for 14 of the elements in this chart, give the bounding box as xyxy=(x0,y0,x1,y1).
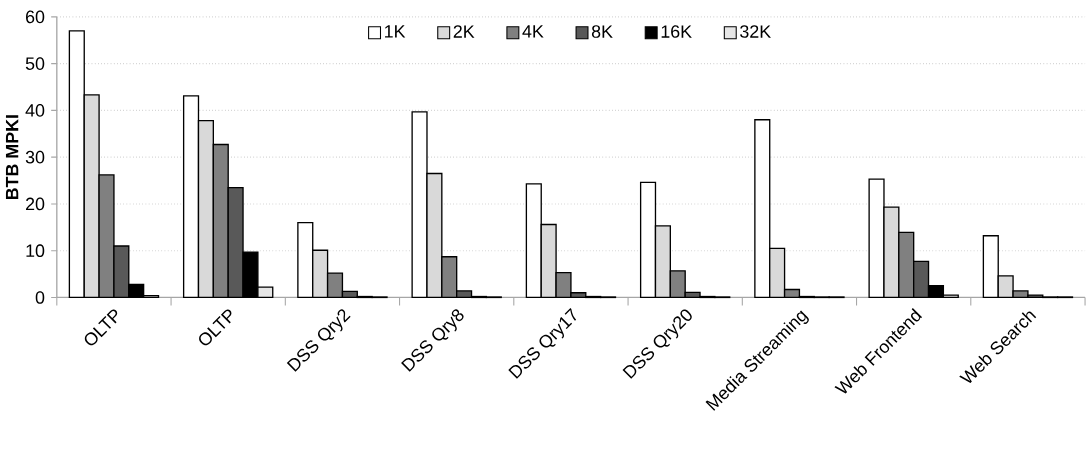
y-tick-label: 20 xyxy=(26,197,45,211)
y-tick-label: 60 xyxy=(26,10,45,24)
y-tick-label: 10 xyxy=(26,244,45,257)
y-tick-label: 30 xyxy=(25,150,45,164)
legend-label: 32K xyxy=(740,25,771,38)
legend-label: 2K xyxy=(453,25,475,38)
y-axis-title: BTB MPKI xyxy=(5,115,19,200)
legend-label: 1K xyxy=(385,25,406,38)
y-tick-label: 50 xyxy=(25,57,45,70)
legend-label: 16K xyxy=(661,25,692,38)
y-tick-label: 0 xyxy=(35,291,45,304)
legend-label: 4K xyxy=(522,25,544,38)
y-tick-label: 40 xyxy=(25,104,45,117)
legend-label: 8K xyxy=(591,25,613,38)
